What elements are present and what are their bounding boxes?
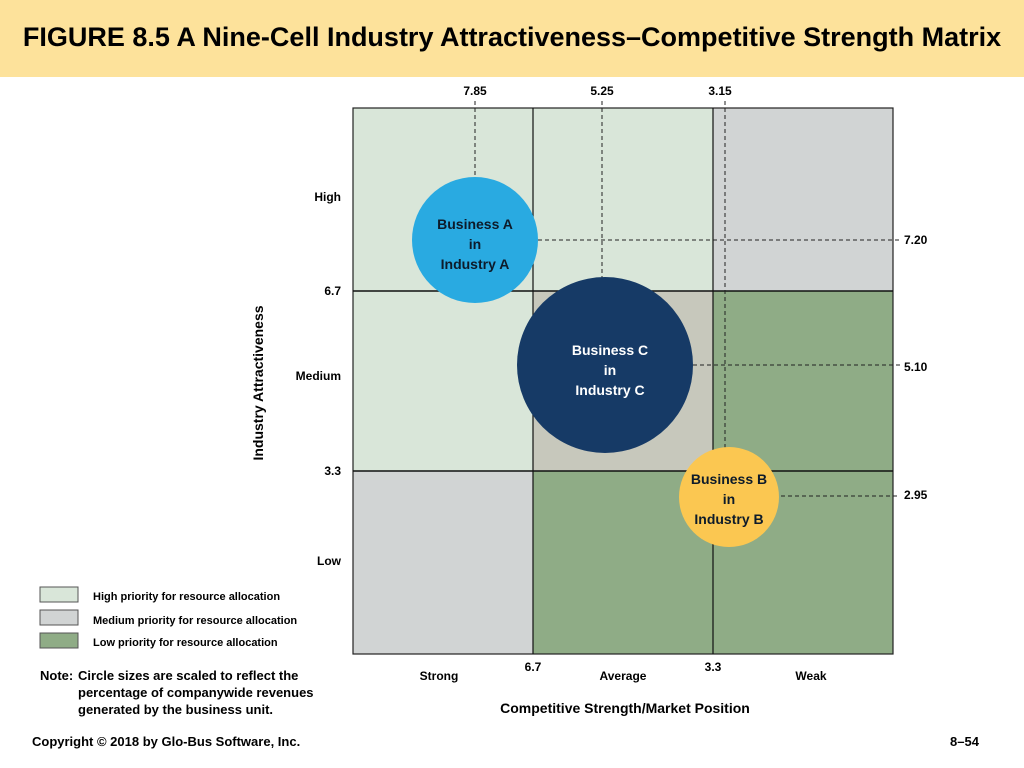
- top-value-c: 5.25: [590, 84, 614, 98]
- row-boundary-upper: 6.7: [324, 284, 341, 298]
- legend-label-medium: Medium priority for resource allocation: [93, 615, 297, 627]
- note-text: Circle sizes are scaled to reflect the p…: [78, 668, 314, 717]
- legend-swatch-low: [39, 632, 79, 649]
- right-value-b: 2.95: [904, 488, 928, 502]
- top-value-b: 3.15: [708, 84, 732, 98]
- bubble-c-line3: Industry C: [575, 382, 644, 398]
- page-number: 8–54: [950, 734, 979, 749]
- bubble-a-line1: Business A: [437, 216, 513, 232]
- legend-swatch-medium: [39, 609, 79, 626]
- bubble-a-circle: [412, 177, 538, 303]
- legend: High priority for resource allocation Me…: [39, 586, 297, 649]
- bubble-b-line3: Industry B: [694, 511, 763, 527]
- legend-label-high: High priority for resource allocation: [93, 591, 280, 603]
- cell-medium-strong: [353, 291, 533, 471]
- top-value-a: 7.85: [463, 84, 487, 98]
- bubble-business-b: Business B in Industry B: [679, 447, 779, 547]
- bubble-b-line1: Business B: [691, 471, 767, 487]
- bubble-c-circle: [517, 277, 693, 453]
- bubble-a-line3: Industry A: [441, 256, 510, 272]
- right-value-c: 5.10: [904, 360, 928, 374]
- figure-title: FIGURE 8.5 A Nine-Cell Industry Attracti…: [22, 22, 1002, 52]
- bubble-business-a: Business A in Industry A: [412, 177, 538, 303]
- col-label-average: Average: [600, 669, 647, 683]
- col-boundary-left: 6.7: [525, 660, 542, 674]
- y-axis-title: Industry Attractiveness: [250, 305, 266, 460]
- row-label-low: Low: [317, 554, 342, 568]
- legend-label-low: Low priority for resource allocation: [93, 637, 278, 649]
- cell-high-average: [533, 108, 713, 291]
- x-axis-title: Competitive Strength/Market Position: [500, 700, 750, 716]
- bubble-b-circle: [679, 447, 779, 547]
- legend-swatch-high: [39, 586, 79, 603]
- matrix-frame: [352, 107, 894, 655]
- col-boundary-right: 3.3: [705, 660, 722, 674]
- bubble-a-line2: in: [469, 236, 481, 252]
- col-label-weak: Weak: [795, 669, 826, 683]
- col-label-strong: Strong: [420, 669, 459, 683]
- title-bar: FIGURE 8.5 A Nine-Cell Industry Attracti…: [0, 0, 1024, 77]
- row-boundary-lower: 3.3: [324, 464, 341, 478]
- bubble-business-c: Business C in Industry C: [517, 277, 693, 453]
- cell-high-weak: [713, 108, 893, 291]
- cell-low-strong: [353, 471, 533, 654]
- right-value-a: 7.20: [904, 233, 928, 247]
- bubble-c-line2: in: [604, 362, 616, 378]
- note-lead: Note:: [40, 668, 74, 683]
- row-label-medium: Medium: [296, 369, 341, 383]
- row-label-high: High: [314, 190, 341, 204]
- bubble-c-line1: Business C: [572, 342, 648, 358]
- copyright: Copyright © 2018 by Glo-Bus Software, In…: [32, 734, 301, 749]
- bubble-b-line2: in: [723, 491, 735, 507]
- cell-medium-weak: [713, 291, 893, 471]
